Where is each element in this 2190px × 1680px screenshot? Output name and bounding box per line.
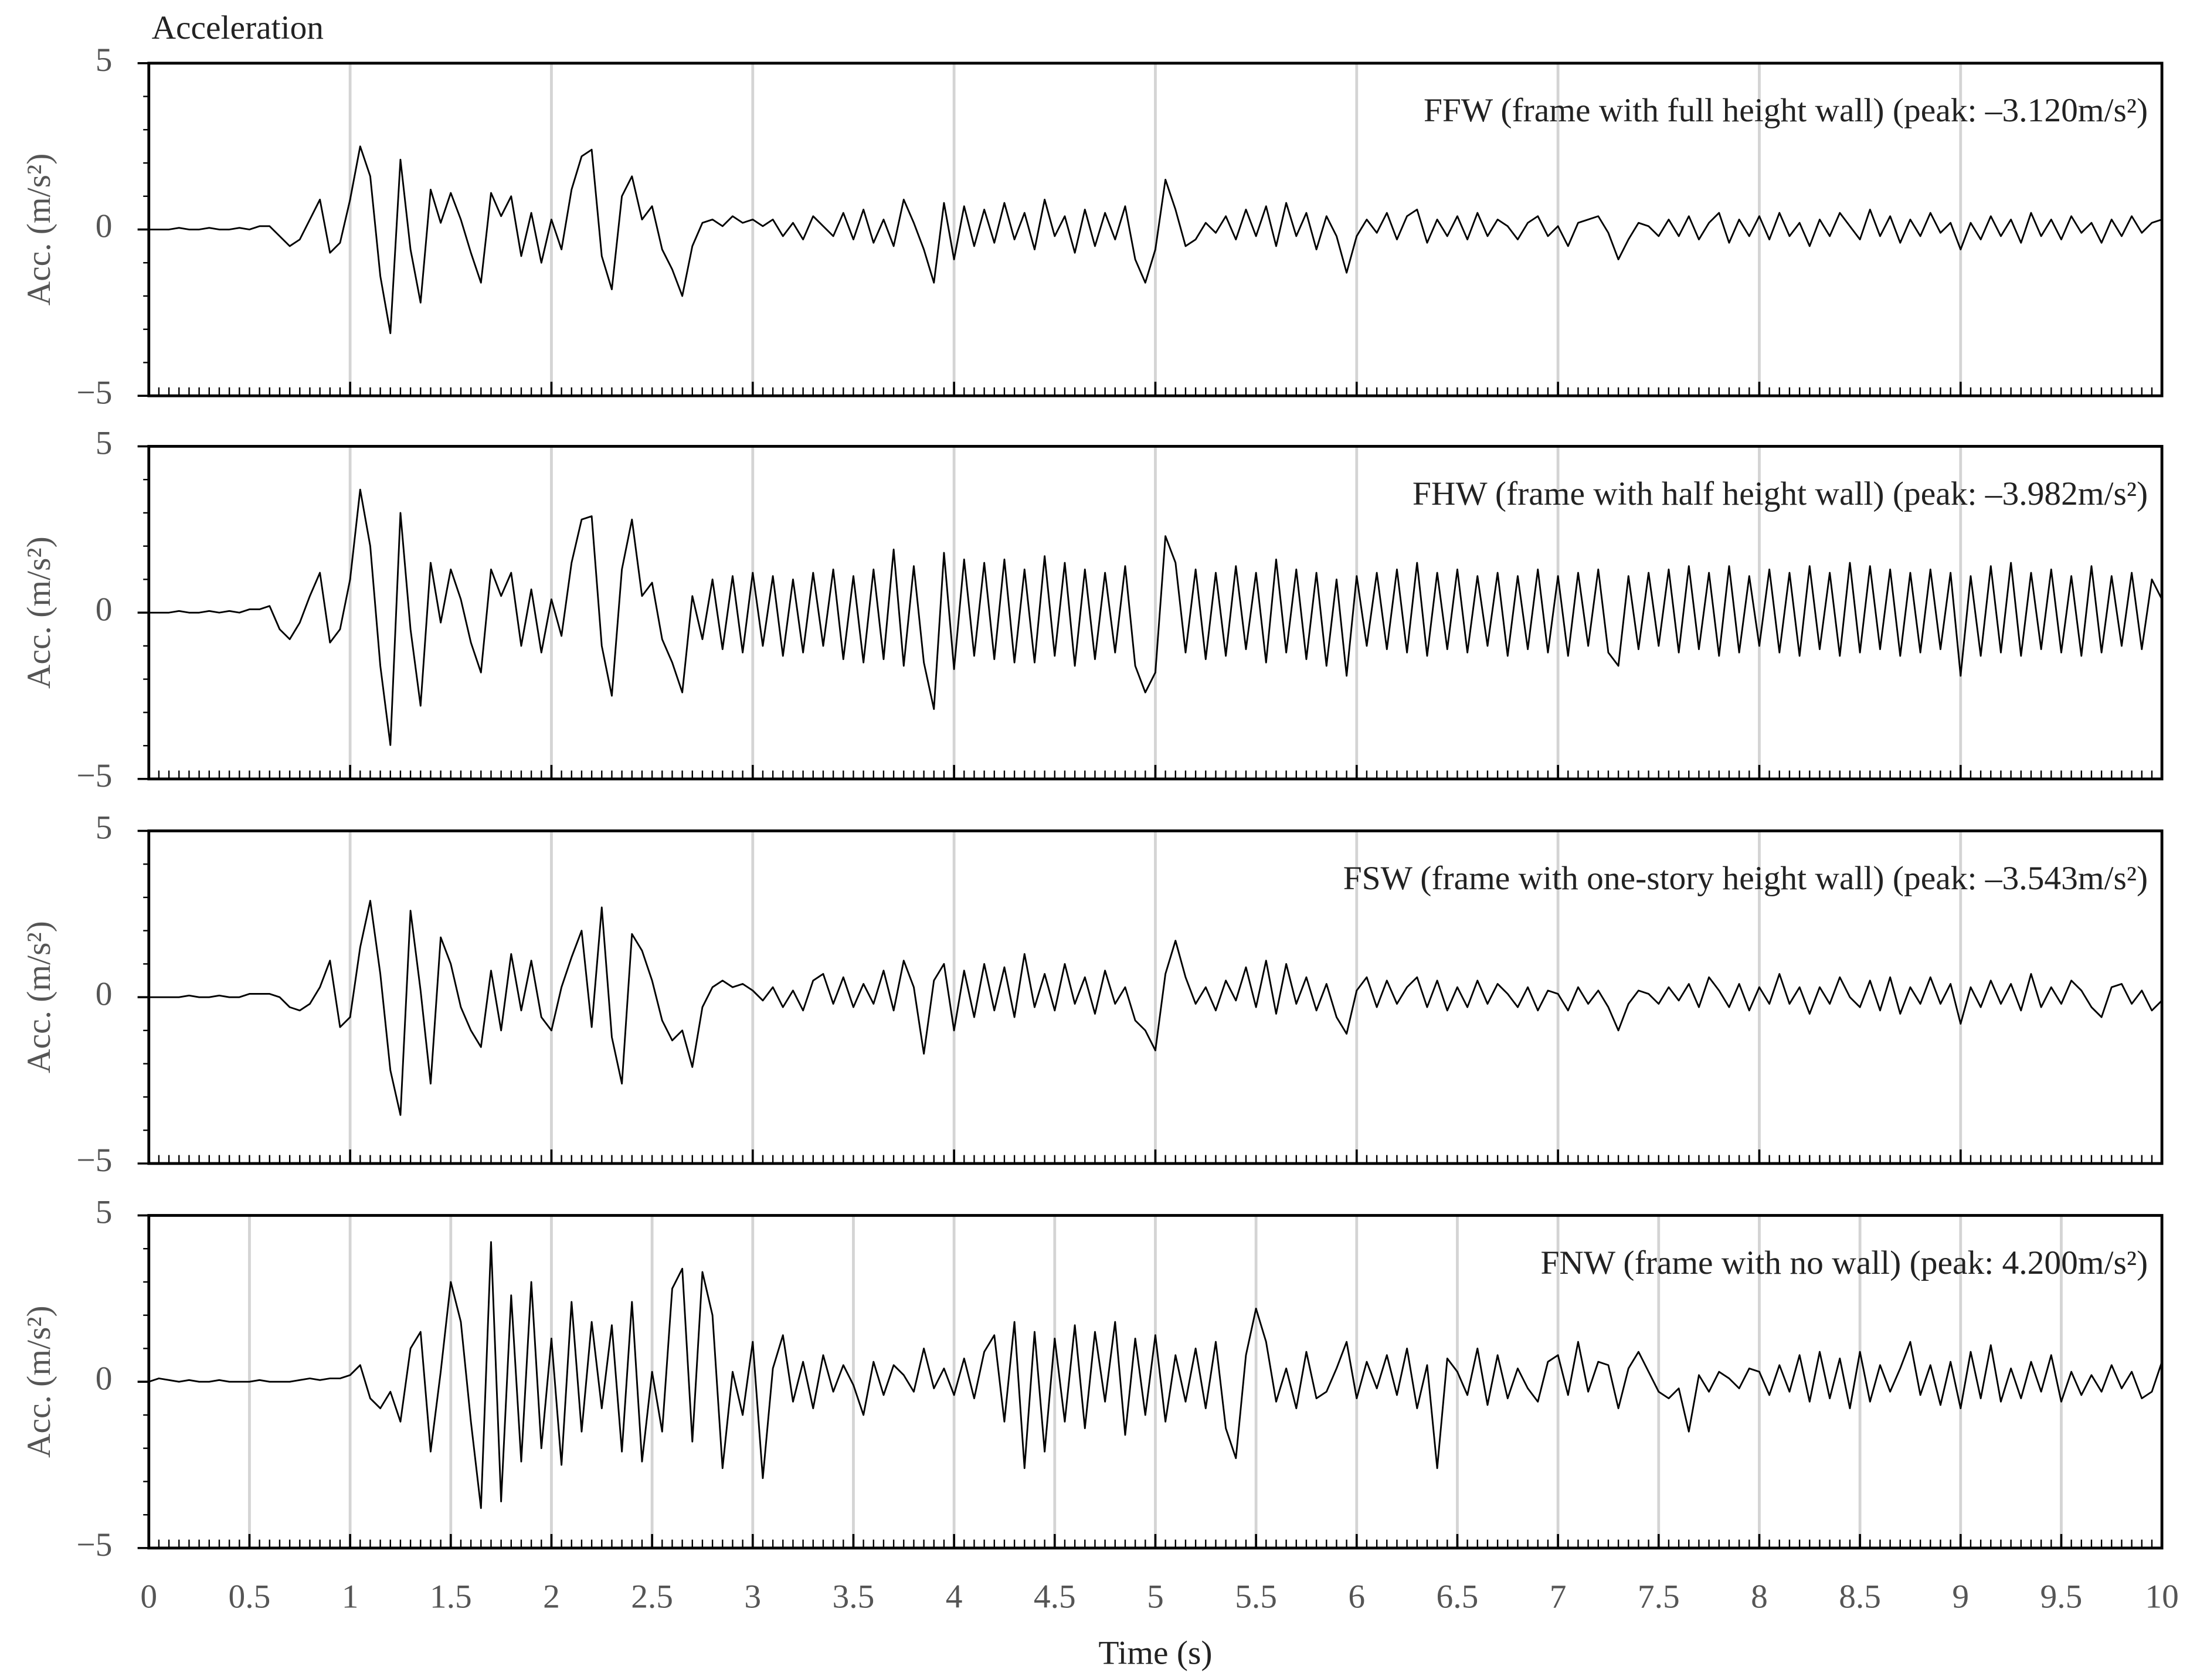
x-tick-label: 10 bbox=[2145, 1579, 2178, 1616]
x-tick-label: 3 bbox=[744, 1579, 761, 1616]
y-tick-label: 0 bbox=[96, 975, 113, 1012]
x-tick-label: 3.5 bbox=[833, 1579, 875, 1616]
x-tick-label: 5.5 bbox=[1235, 1579, 1277, 1616]
x-tick-label: 1 bbox=[342, 1579, 359, 1616]
x-tick-label: 9 bbox=[1952, 1579, 1969, 1616]
x-tick-label: 4 bbox=[946, 1579, 963, 1616]
y-tick-label: 0 bbox=[96, 208, 113, 245]
data-line bbox=[148, 145, 2162, 334]
y-tick-label: 0 bbox=[96, 1360, 113, 1397]
annotation: FSW (frame with one-story height wall) (… bbox=[1343, 860, 2148, 897]
y-axis-label: Acc. (m/s²) bbox=[21, 921, 57, 1073]
annotation: FNW (frame with no wall) (peak: 4.200m/s… bbox=[1540, 1244, 2148, 1281]
x-tick-label: 1.5 bbox=[430, 1579, 472, 1616]
data-line bbox=[148, 488, 2163, 746]
data-line bbox=[148, 1241, 2163, 1509]
x-tick-label: 9.5 bbox=[2040, 1579, 2083, 1616]
annotation: FHW (frame with half height wall) (peak:… bbox=[1413, 475, 2148, 512]
plot-frame bbox=[147, 829, 2164, 1165]
x-tick-label: 2 bbox=[543, 1579, 560, 1616]
x-tick-label: 4.5 bbox=[1034, 1579, 1076, 1616]
y-tick-label: 5 bbox=[96, 42, 113, 79]
data-line bbox=[148, 900, 2163, 1116]
plot-frame bbox=[147, 445, 2164, 781]
x-tick-label: 5 bbox=[1147, 1579, 1164, 1616]
x-tick-label: 8 bbox=[1751, 1579, 1768, 1616]
x-tick-label: 7.5 bbox=[1638, 1579, 1680, 1616]
y-tick-label: 5 bbox=[96, 810, 113, 846]
plot-frame bbox=[147, 1214, 2164, 1550]
x-tick-label: 2.5 bbox=[631, 1579, 673, 1616]
y-tick-label: −5 bbox=[76, 1526, 112, 1563]
x-tick-label: 0.5 bbox=[229, 1579, 271, 1616]
y-axis-label: Acc. (m/s²) bbox=[21, 1305, 57, 1458]
y-tick-label: 5 bbox=[96, 425, 113, 462]
y-tick-label: 0 bbox=[96, 591, 113, 628]
x-tick-label: 8.5 bbox=[1839, 1579, 1881, 1616]
x-axis-label: Time (s) bbox=[1098, 1634, 1212, 1671]
y-tick-label: −5 bbox=[76, 757, 112, 794]
x-tick-label: 0 bbox=[140, 1579, 157, 1616]
y-tick-label: −5 bbox=[76, 374, 112, 411]
x-tick-label: 6 bbox=[1348, 1579, 1365, 1616]
y-tick-label: 5 bbox=[96, 1194, 113, 1231]
annotation: FFW (frame with full height wall) (peak:… bbox=[1424, 92, 2148, 129]
plot-frame bbox=[147, 62, 2164, 397]
y-tick-label: −5 bbox=[76, 1142, 112, 1179]
y-axis-label: Acc. (m/s²) bbox=[21, 536, 57, 689]
x-tick-label: 6.5 bbox=[1437, 1579, 1479, 1616]
chart-title: Acceleration bbox=[152, 9, 324, 46]
x-tick-label: 7 bbox=[1550, 1579, 1567, 1616]
y-axis-label: Acc. (m/s²) bbox=[21, 154, 57, 306]
